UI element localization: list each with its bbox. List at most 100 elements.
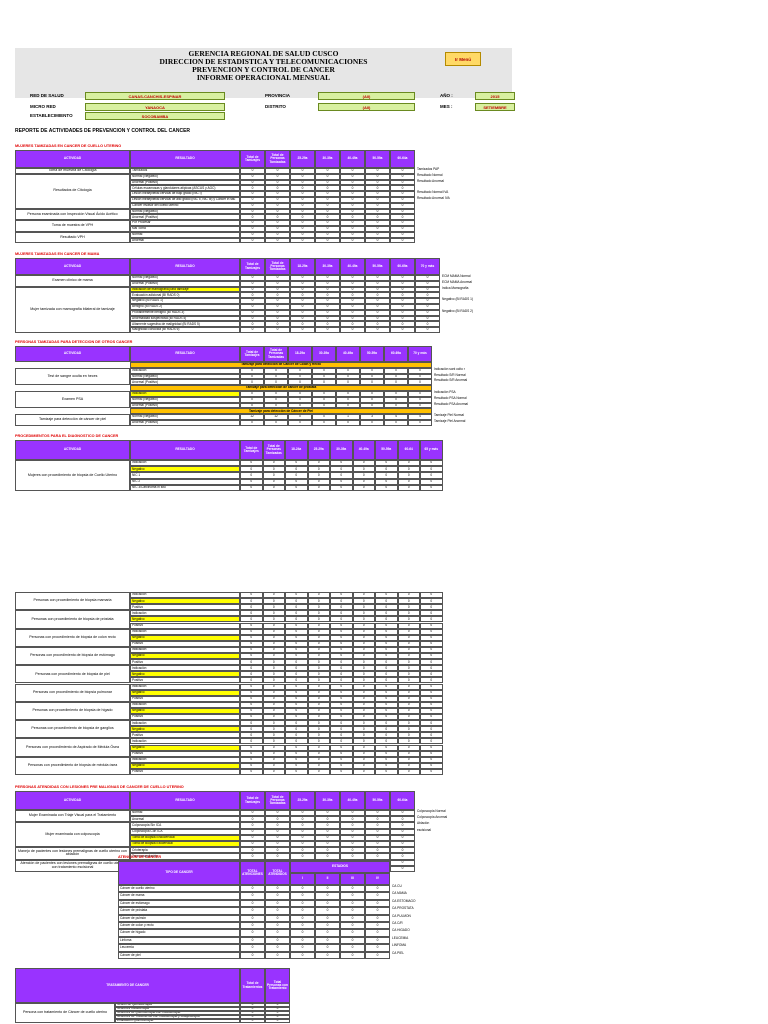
filter-value: 2015	[475, 92, 515, 100]
value-cell: 0	[336, 379, 360, 386]
value-cell: 0	[330, 768, 353, 775]
value-cell: 0	[330, 683, 353, 690]
value-cell: 0	[265, 315, 290, 322]
value-cell: 0	[340, 208, 365, 215]
value-cell: 0	[330, 653, 353, 660]
value-cell: 0	[397, 472, 420, 479]
value-cell: 0	[307, 616, 330, 623]
value-cell: 0	[240, 286, 265, 293]
value-cell: 0	[375, 640, 398, 647]
side-note: Resultado Normal	[417, 172, 443, 177]
value-cell: 0	[240, 689, 263, 696]
value-cell: 0	[397, 671, 420, 678]
result-cell: Positivo	[130, 695, 240, 702]
result-cell: Benigno (BI RADS 2)	[130, 304, 240, 310]
result-cell: Negativo	[130, 744, 240, 751]
value-cell: 0	[384, 391, 408, 397]
side-note: Tamizaje Piel Anormal	[434, 419, 466, 423]
value-cell: 0	[365, 834, 390, 841]
value-cell: 0	[240, 885, 265, 893]
value-cell: 0	[290, 816, 315, 823]
side-note: Tamizados PAP	[417, 167, 440, 171]
value-cell: 0	[262, 653, 285, 660]
value-cell: 0	[340, 816, 365, 823]
value-cell: 0	[340, 173, 365, 180]
value-cell: 0	[240, 1019, 265, 1023]
value-cell: 0	[262, 768, 285, 775]
value-cell: 0	[390, 197, 415, 203]
value-cell: 0	[420, 622, 443, 629]
value-cell: 0	[240, 1003, 265, 1007]
value-cell: 0	[285, 762, 308, 769]
side-note: Negativo (BI RADS 2)	[442, 308, 474, 313]
value-cell: 0	[375, 610, 398, 617]
result-cell: Anormal (Positivo)	[130, 280, 240, 287]
value-cell: 0	[390, 865, 415, 872]
value-cell: 0	[285, 659, 308, 666]
value-cell: 0	[340, 202, 365, 209]
value-cell: 0	[420, 707, 443, 714]
value-cell: 0	[265, 214, 290, 221]
header-cell: Total de Personas Tamizadas	[265, 791, 290, 810]
value-cell: 0	[365, 907, 390, 915]
value-cell: 0	[264, 391, 288, 397]
value-cell: 0	[315, 231, 340, 238]
value-cell: 0	[265, 321, 290, 328]
value-cell: 0	[262, 659, 285, 666]
value-cell: 0	[352, 640, 375, 647]
header-cell: III	[340, 873, 365, 885]
activity-cell: Persona examinada con Inspección Visual …	[15, 208, 130, 221]
value-cell: 0	[365, 214, 390, 221]
value-cell: 0	[352, 653, 375, 660]
header-cell: RESULTADO	[130, 791, 240, 810]
header-cell: Total de Tamizajes	[240, 346, 264, 362]
value-cell: 0	[397, 478, 420, 485]
header-cell: 30-39a	[330, 440, 353, 460]
value-cell: 0	[240, 208, 265, 215]
result-cell: Cáncer de mama	[118, 892, 240, 900]
result-cell: Cáncer de colon y recto	[118, 922, 240, 930]
menu-button[interactable]: Ir Menú	[445, 52, 481, 66]
header-cell: Total de Tamizajes	[240, 791, 265, 810]
value-cell: 0	[288, 391, 312, 397]
value-cell: 0	[240, 592, 263, 599]
result-cell: Normal (Negativo)	[130, 373, 240, 380]
result-cell: Positivo	[130, 640, 240, 647]
value-cell: 0	[340, 179, 365, 186]
value-cell: 0	[262, 695, 285, 702]
value-cell: 0	[315, 197, 340, 203]
value-cell: 0	[264, 367, 288, 374]
value-cell: 0	[262, 640, 285, 647]
value-cell: 0	[360, 402, 384, 409]
value-cell: 0	[285, 689, 308, 696]
value-cell: 0	[240, 714, 263, 721]
value-cell: 0	[352, 460, 375, 467]
result-cell: Negativo (BI RADS 1)	[130, 298, 240, 304]
side-note: Resultado Anormal IVA	[417, 196, 450, 200]
value-cell: 0	[240, 899, 265, 908]
value-cell: 0	[240, 659, 263, 666]
value-cell: 0	[240, 226, 265, 232]
value-cell: 0	[330, 598, 353, 605]
value-cell: 0	[240, 628, 263, 635]
value-cell: 0	[312, 414, 336, 420]
result-cell: Negativo	[130, 707, 240, 714]
value-cell: 0	[290, 321, 315, 328]
value-cell: 0	[420, 616, 443, 623]
side-note: escisional	[417, 827, 431, 832]
value-cell: 0	[262, 592, 285, 599]
result-cell: Malignidad conocida (BI RADS 6)	[130, 327, 240, 333]
value-cell: 0	[330, 720, 353, 727]
result-cell: Leucemia	[118, 944, 240, 952]
value-cell: 0	[384, 420, 408, 426]
result-cell: Anormal	[130, 237, 240, 244]
value-cell: 0	[365, 173, 390, 180]
value-cell: 0	[240, 892, 265, 900]
value-cell: 0	[397, 756, 420, 763]
value-cell: 0	[375, 707, 398, 714]
value-cell: 0	[375, 592, 398, 599]
result-cell: Anormal (Positivo)	[130, 179, 240, 186]
value-cell: 0	[290, 173, 315, 180]
header-cell: Total de Tratamientos	[240, 968, 265, 1003]
value-cell: 0	[390, 828, 415, 835]
